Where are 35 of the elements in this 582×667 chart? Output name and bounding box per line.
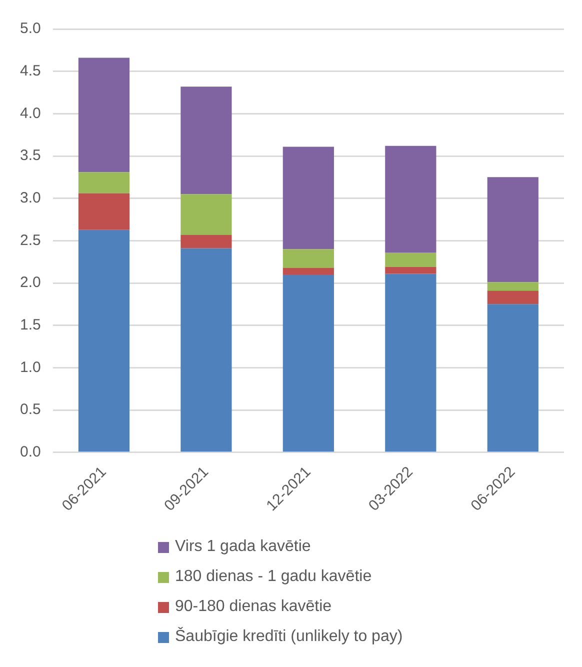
bar — [487, 282, 538, 291]
bar — [385, 146, 436, 253]
bar — [282, 146, 334, 250]
y-tick-label: 0.5 — [20, 401, 41, 418]
bar — [385, 266, 436, 274]
bar — [180, 234, 232, 248]
y-tick-label: 2.0 — [20, 274, 41, 292]
bar — [487, 177, 538, 282]
y-tick-label: 4.5 — [20, 62, 41, 80]
bar — [180, 86, 232, 194]
legend-label: 180 dienas - 1 gadu kavētie — [175, 568, 372, 586]
bar — [487, 290, 538, 304]
bar — [487, 304, 538, 452]
y-tick-label: 3.0 — [20, 189, 41, 206]
legend-label: Virs 1 gada kavētie — [175, 538, 311, 556]
legend-label: Šaubīgie kredīti (unlikely to pay) — [175, 628, 403, 646]
bar — [78, 193, 130, 230]
y-tick-label: 2.5 — [20, 232, 41, 249]
bar — [282, 268, 334, 275]
bar — [385, 252, 436, 267]
y-tick-label: 1.5 — [20, 316, 41, 334]
bar — [180, 194, 232, 235]
bar — [78, 58, 130, 172]
bar — [180, 248, 232, 452]
bar — [78, 230, 130, 452]
y-tick-label: 0.0 — [20, 443, 41, 460]
y-tick-label: 1.0 — [20, 358, 41, 376]
bar — [385, 274, 436, 452]
bar — [282, 249, 334, 268]
y-tick-label: 4.0 — [20, 104, 41, 122]
y-tick-label: 3.5 — [20, 147, 41, 164]
legend-label: 90-180 dienas kavētie — [175, 598, 332, 616]
bar — [78, 172, 130, 194]
bar — [282, 274, 334, 452]
y-tick-label: 5.0 — [20, 20, 41, 38]
